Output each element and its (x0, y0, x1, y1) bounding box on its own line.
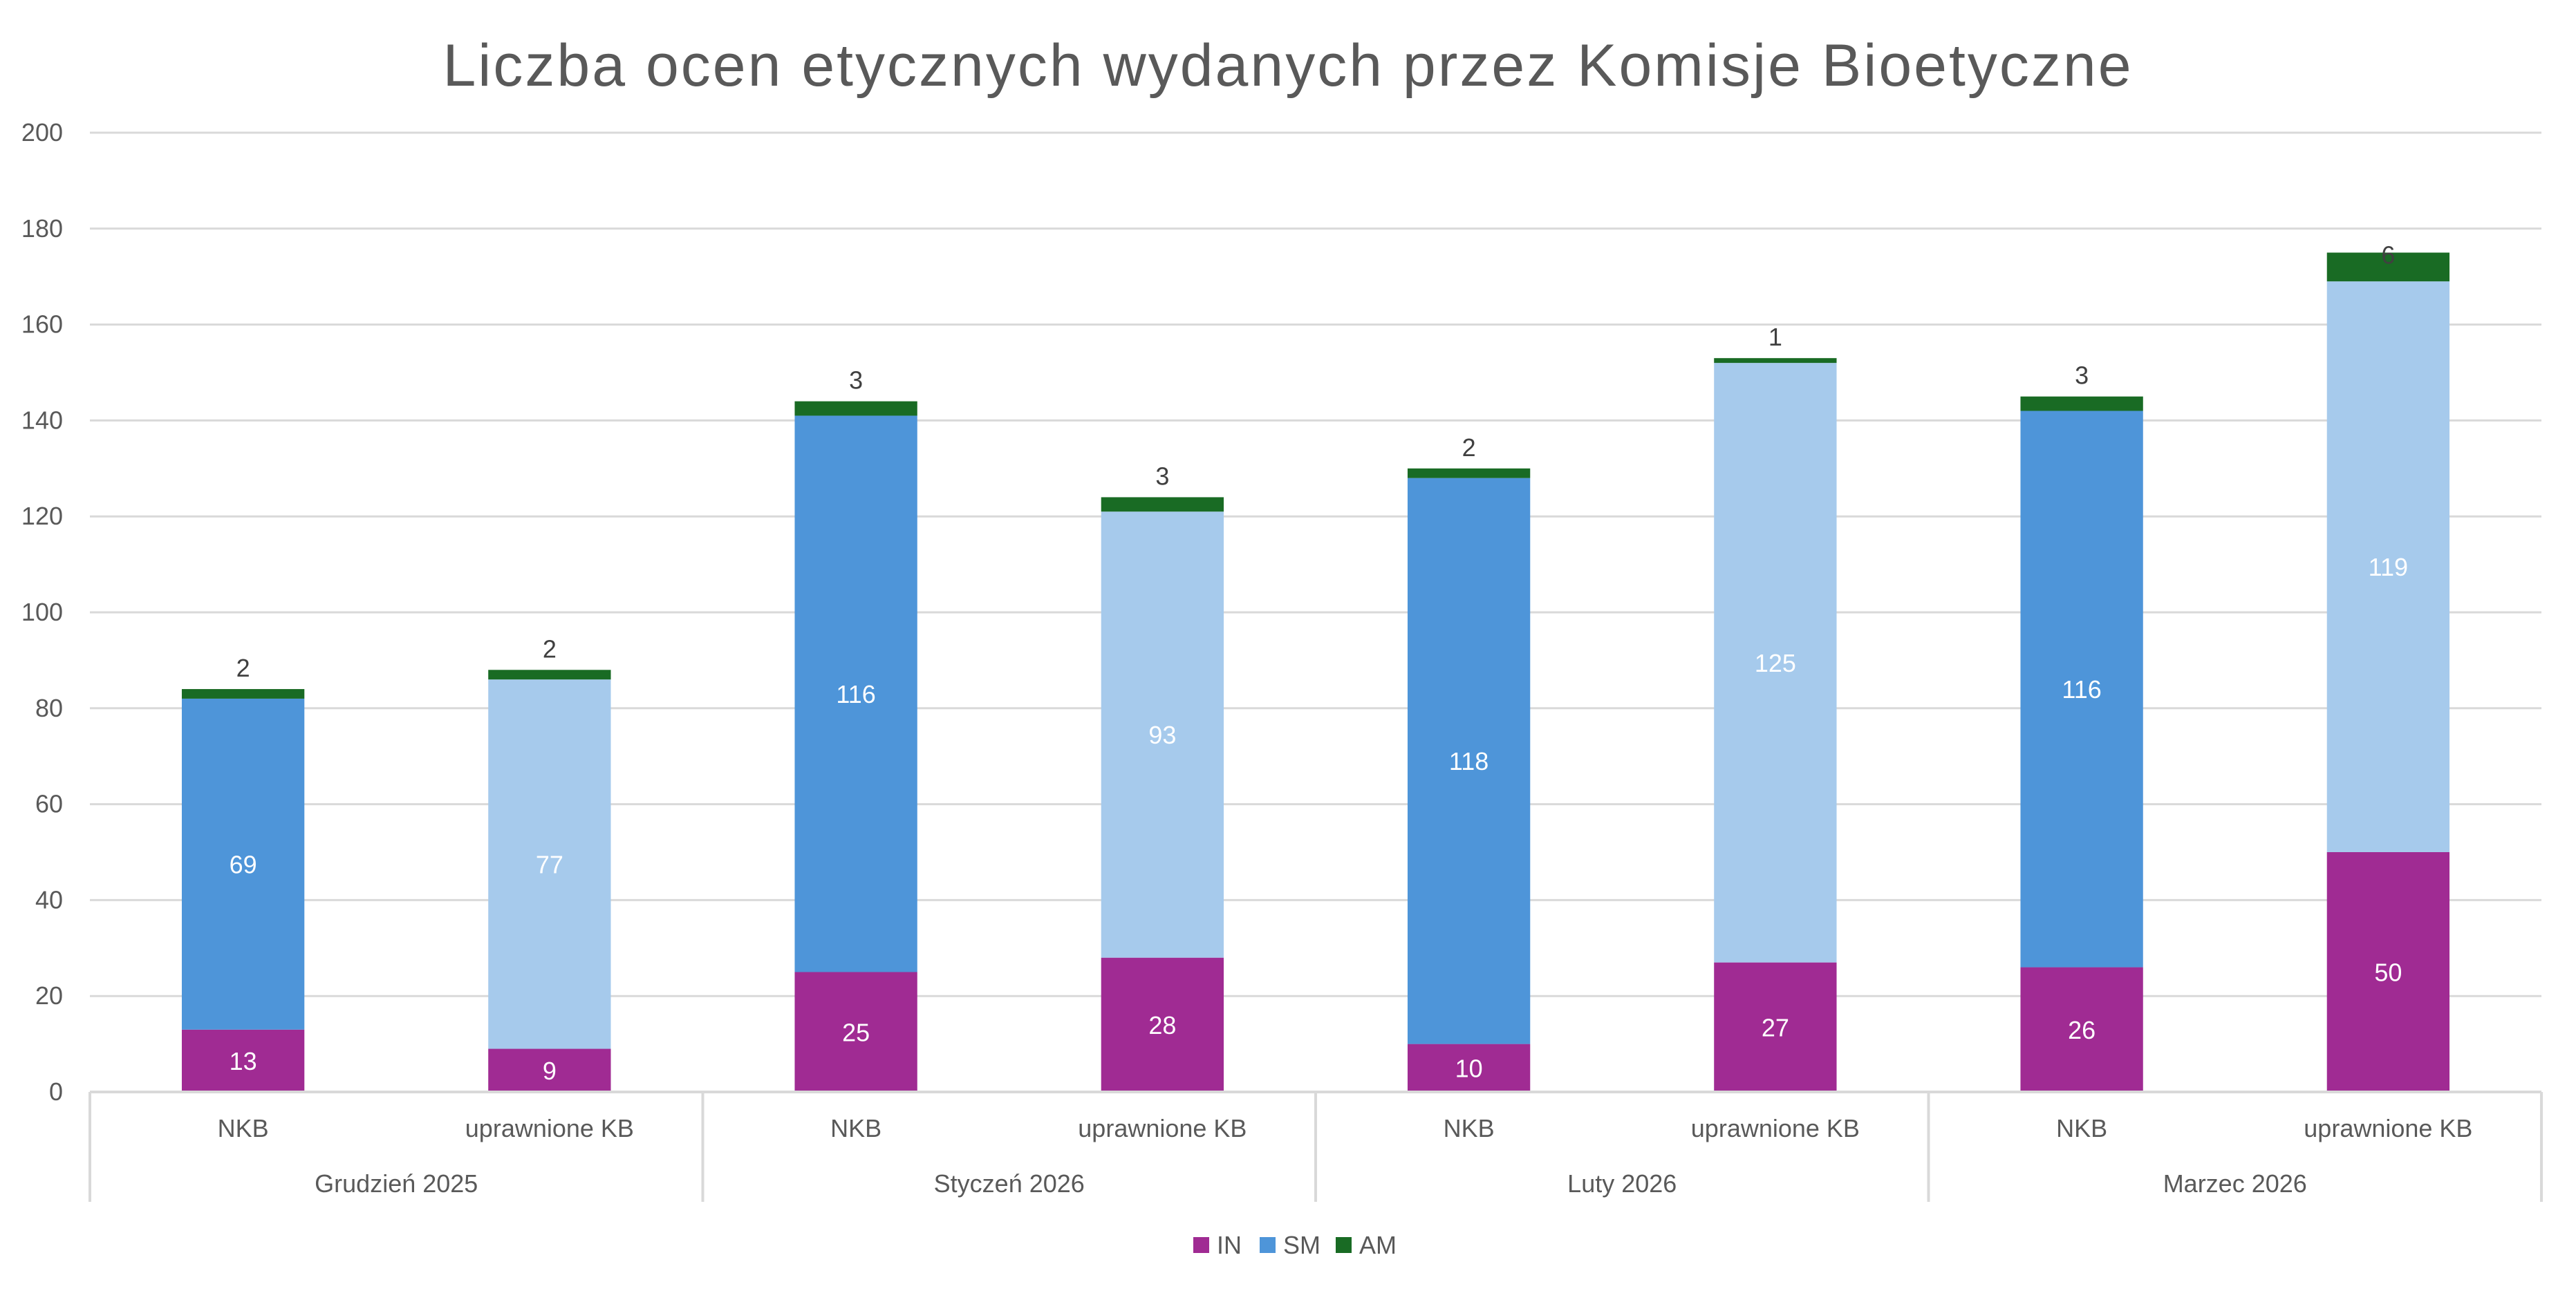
data-label-sm: 77 (536, 850, 563, 878)
data-label-in: 9 (543, 1057, 557, 1085)
x-group-label: Luty 2026 (1567, 1169, 1677, 1198)
y-tick-label: 0 (49, 1077, 63, 1106)
bar-segment-in (181, 1029, 305, 1092)
bar-segment-sm (488, 679, 611, 1049)
y-tick-label: 60 (35, 790, 63, 818)
x-category-label: NKB (218, 1114, 269, 1142)
bar-segment-sm (1407, 478, 1531, 1044)
x-category-label: uprawnione KB (1078, 1114, 1247, 1142)
data-label-am: 2 (543, 634, 557, 663)
x-category-label: uprawnione KB (465, 1114, 634, 1142)
y-tick-label: 20 (35, 981, 63, 1010)
bar-segment-am (2326, 252, 2450, 282)
legend-label-sm: SM (1283, 1231, 1320, 1259)
data-label-sm: 69 (230, 850, 257, 878)
data-label-in: 10 (1455, 1054, 1483, 1082)
legend-swatch-sm (1260, 1237, 1276, 1253)
data-label-in: 28 (1148, 1011, 1176, 1039)
data-label-sm: 118 (1449, 747, 1488, 775)
bar-segment-in (794, 972, 917, 1092)
bars (181, 252, 2450, 1092)
bar-segment-sm (181, 698, 305, 1030)
legend-label-am: AM (1359, 1231, 1397, 1259)
x-group-label: Styczeń 2026 (934, 1169, 1085, 1198)
data-label-am: 2 (236, 654, 250, 682)
data-label-am: 6 (2381, 241, 2395, 270)
chart-title: Liczba ocen etycznych wydanych przez Kom… (442, 32, 2133, 99)
x-group-label: Marzec 2026 (2163, 1169, 2307, 1198)
legend-swatch-am (1336, 1237, 1352, 1253)
legend-swatch-in (1193, 1237, 1209, 1253)
data-label-in: 26 (2068, 1016, 2096, 1044)
x-category-label: NKB (1444, 1114, 1495, 1142)
bar-segment-sm (1714, 363, 1837, 963)
bar-segment-in (2020, 967, 2143, 1092)
bar-segment-am (2020, 396, 2143, 411)
bar-segment-in (2326, 852, 2450, 1092)
bar-segment-sm (2020, 411, 2143, 968)
y-tick-label: 160 (21, 310, 63, 339)
x-group-label: Grudzień 2025 (315, 1169, 478, 1198)
bar-segment-sm (2326, 281, 2450, 852)
data-label-in: 50 (2374, 959, 2402, 987)
bar-segment-sm (794, 415, 917, 972)
bar-segment-in (1407, 1044, 1531, 1092)
y-tick-label: 120 (21, 502, 63, 530)
y-tick-label: 200 (21, 118, 63, 147)
data-label-sm: 119 (2369, 553, 2408, 581)
data-label-am: 1 (1768, 323, 1782, 351)
data-labels: 13 69 2 9 77 2 25 116 3 28 93 3 10 118 2 27 125 1 26 116 3 50… (230, 241, 2408, 1085)
data-label-sm: 93 (1148, 721, 1176, 749)
x-category-label: uprawnione KB (2304, 1114, 2472, 1142)
data-label-am: 3 (2075, 361, 2089, 390)
data-label-in: 27 (1762, 1013, 1789, 1042)
data-label-sm: 116 (2062, 675, 2101, 704)
data-label-am: 2 (1462, 433, 1476, 462)
y-axis-ticks: 0 20 40 60 80 100 120 140 160 180 200 (21, 118, 63, 1106)
bar-segment-am (181, 689, 305, 699)
bar-segment-in (488, 1048, 611, 1092)
data-label-sm: 116 (836, 680, 875, 708)
gridlines (90, 131, 2541, 997)
data-label-sm: 125 (1755, 649, 1796, 677)
bar-segment-am (794, 401, 917, 416)
x-category-label: uprawnione KB (1691, 1114, 1860, 1142)
x-category-label: NKB (2056, 1114, 2107, 1142)
bar-segment-am (1407, 468, 1531, 478)
y-tick-label: 140 (21, 406, 63, 434)
data-label-in: 13 (230, 1047, 257, 1075)
y-tick-label: 180 (21, 214, 63, 243)
bar-segment-am (1714, 358, 1837, 364)
bar-segment-in (1714, 962, 1837, 1092)
category-axis: NKB uprawnione KB NKB uprawnione KB NKB upraw… (88, 1091, 2543, 1202)
y-tick-label: 100 (21, 598, 63, 626)
bar-segment-am (488, 670, 611, 680)
y-tick-label: 80 (35, 694, 63, 722)
x-category-label: NKB (830, 1114, 881, 1142)
bar-segment-in (1101, 957, 1224, 1092)
legend: IN SM AM (1193, 1231, 1397, 1259)
data-label-am: 3 (1155, 462, 1169, 490)
data-label-in: 25 (842, 1018, 870, 1046)
data-label-am: 3 (849, 366, 863, 395)
bar-segment-am (1101, 497, 1224, 512)
bar-segment-sm (1101, 511, 1224, 958)
legend-label-in: IN (1217, 1231, 1242, 1259)
y-tick-label: 40 (35, 885, 63, 914)
